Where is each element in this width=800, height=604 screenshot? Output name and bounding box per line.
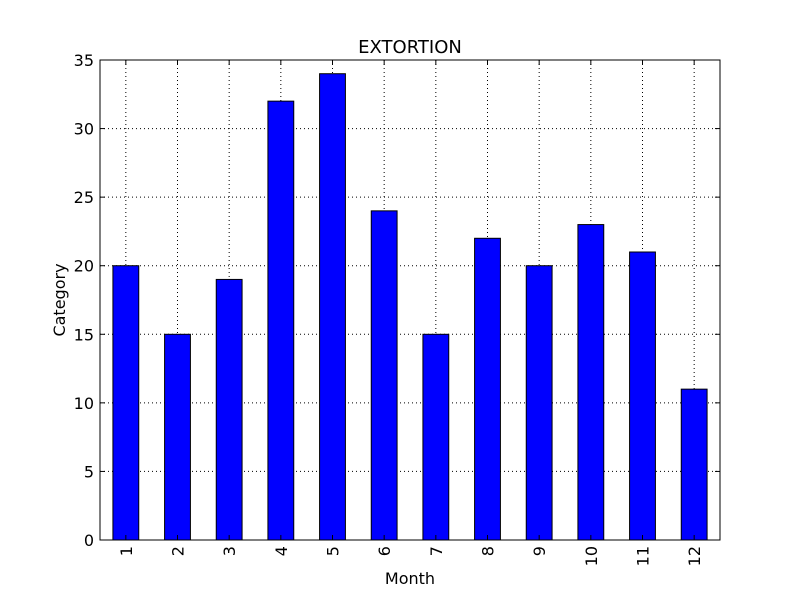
bar-month-9 (525, 265, 553, 541)
y-axis-label: Category (50, 263, 69, 336)
x-tick-label: 9 (530, 546, 549, 556)
x-tick-label: 1 (117, 546, 136, 556)
bar-month-8 (474, 237, 501, 541)
y-tick-label: 15 (74, 325, 94, 344)
x-tick-label: 4 (272, 546, 291, 556)
chart-title: EXTORTION (358, 37, 462, 58)
y-tick-label: 30 (74, 120, 94, 139)
y-tick-labels: 0 5 10 15 20 25 30 35 (74, 51, 94, 550)
x-tick-label: 3 (220, 546, 239, 556)
x-tick-label: 11 (634, 546, 653, 566)
x-tick-label: 7 (427, 546, 446, 556)
bar-month-11 (629, 251, 656, 541)
y-tick-label: 10 (74, 394, 94, 413)
bar-month-3 (215, 278, 243, 541)
bar-month-7 (422, 333, 450, 541)
bar-month-6 (370, 210, 398, 541)
x-tick-label: 2 (169, 546, 188, 556)
x-axis-label: Month (385, 569, 435, 588)
x-tick-label: 12 (685, 546, 704, 566)
x-tick-label: 10 (582, 546, 601, 566)
bar-month-12 (680, 388, 708, 541)
x-tick-labels: 1 2 3 4 5 6 7 8 9 10 11 12 (117, 546, 704, 566)
x-tick-label: 6 (375, 546, 394, 556)
x-tick-label: 5 (324, 546, 343, 556)
bar-month-5 (319, 73, 346, 541)
y-tick-label: 35 (74, 51, 94, 70)
bar-month-10 (577, 224, 605, 541)
bar-month-1 (112, 265, 140, 541)
y-tick-label: 20 (74, 257, 94, 276)
y-tick-label: 0 (84, 531, 94, 550)
y-tick-label: 25 (74, 188, 94, 207)
bars (112, 73, 708, 541)
y-tick-label: 5 (84, 462, 94, 481)
bar-month-4 (267, 100, 295, 541)
axis-ticks (100, 59, 720, 541)
x-tick-label: 8 (479, 546, 498, 556)
plot-frame (99, 59, 721, 541)
bar-month-2 (164, 333, 191, 541)
